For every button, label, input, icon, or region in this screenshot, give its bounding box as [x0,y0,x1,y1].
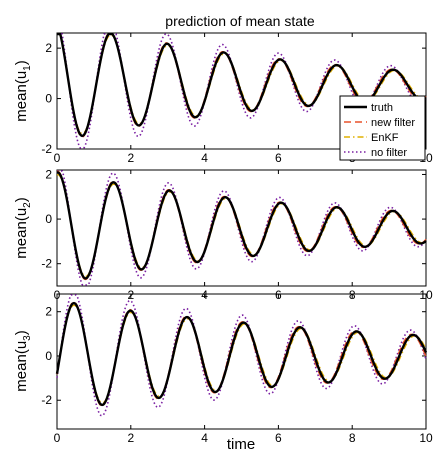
panel-3-ytick-label: 0 [45,349,52,363]
panel-3-ylabel: mean(u3) [13,330,33,391]
panel-1-xtick-label: 0 [54,151,61,165]
panel-3-frame [56,293,427,430]
panel-3-xtick-label: 2 [127,431,134,445]
panel-3-xtick-label: 0 [54,431,61,445]
panel-3-xtick-label: 10 [419,431,433,445]
panel-2-series-new-filter [56,170,427,281]
panel-3-ylabel-close: ) [13,330,30,335]
panel-3-ylabel-sub: 3 [22,335,33,341]
panel-2-ytick-label: 0 [45,212,52,226]
panel-2-ytick-label: 2 [45,167,52,181]
panel-3-xtick-label: 4 [201,431,208,445]
legend: truth new filter EnKF no filter [339,95,426,161]
panel-1-xtick-label: 4 [201,151,208,165]
panel-2-ylabel-close: ) [13,197,30,202]
panel-1-ylabel: mean(u1) [13,60,33,121]
panel-3-series-truth [55,301,428,407]
panel-1-ytick-label: -2 [41,142,52,156]
panel-3-xtick-label: 8 [349,431,356,445]
panel-1-ylabel-main: mean(u [13,71,30,122]
panel-3: 0 2 4 6 8 10 -2 0 2 mean(u3) [13,293,433,445]
legend-label-EnKF: EnKF [371,132,399,144]
panel-3-ytick-label: 2 [45,305,52,319]
panel-3-ticks: 0 2 4 6 8 10 -2 0 2 [41,294,433,445]
legend-entries: truth new filter EnKF no filter [344,102,415,159]
panel-2-series-EnKF [56,173,427,278]
legend-label-no-filter: no filter [371,147,407,159]
panel-1-xtick-label: 6 [275,151,282,165]
panel-2-ylabel: mean(u2) [13,197,33,258]
panel-3-xtick-label: 6 [275,431,282,445]
panel-1-ytick-label: 0 [45,92,52,106]
panel-3-ytick-label: -2 [41,393,52,407]
panel-1-xtick-label: 2 [127,151,134,165]
panel-1-ytick-label: 2 [45,41,52,55]
panel-2-series-truth [56,171,427,280]
panel-3-ylabel-main: mean(u [13,341,30,392]
panel-1-series-no-filter [57,33,427,149]
panel-2-series-no-filter [57,170,427,286]
panel-1-ylabel-sub: 1 [22,65,33,71]
panel-1-frame [56,32,427,150]
panel-2-frame [56,169,427,287]
panel-2-ytick-label: -2 [41,257,52,271]
panel-2-series [56,170,427,286]
panel-2-ylabel-sub: 2 [22,202,33,208]
x-axis-label: time [227,436,255,453]
legend-label-new-filter: new filter [371,117,415,129]
legend-label-truth: truth [371,102,393,114]
panel-2-ylabel-main: mean(u [13,208,30,259]
chart-title: prediction of mean state [165,13,315,29]
panel-1-ylabel-close: ) [13,60,30,65]
panel-3-series [55,294,428,417]
